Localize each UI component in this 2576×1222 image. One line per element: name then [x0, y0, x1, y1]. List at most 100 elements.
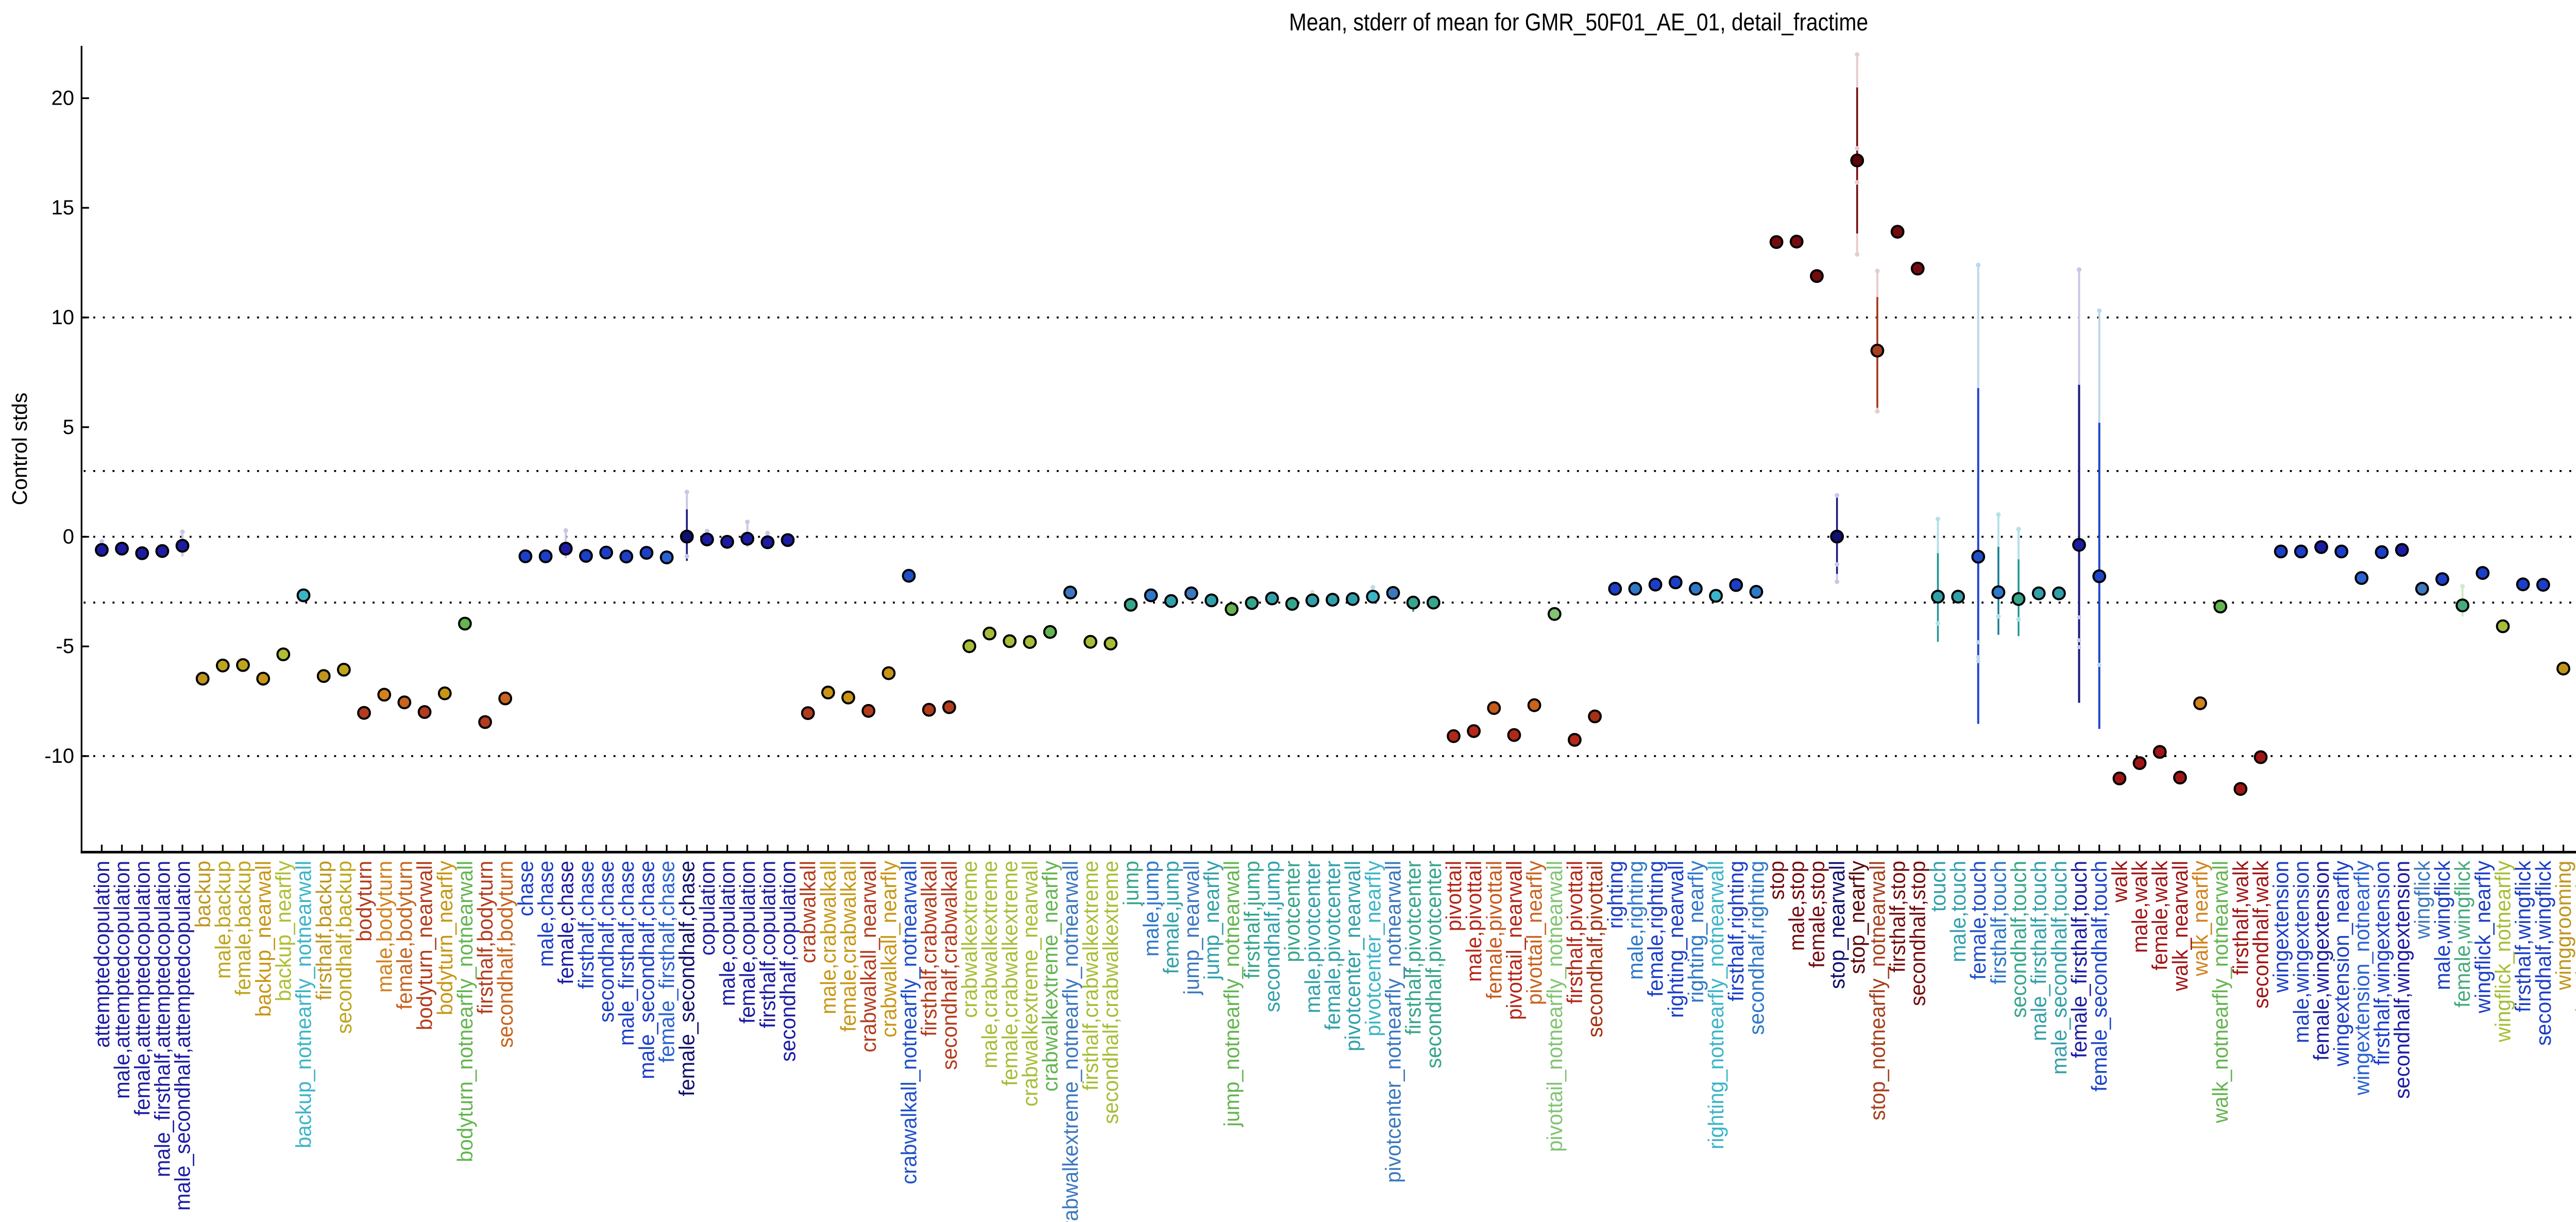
svg-text:chase: chase	[513, 861, 537, 916]
svg-text:walk_notnearfly_notnearwall: walk_notnearfly_notnearwall	[2208, 861, 2232, 1124]
svg-text:firsthalf,copulation: firsthalf,copulation	[755, 861, 779, 1028]
svg-text:female_secondhalf,touch: female_secondhalf,touch	[2087, 861, 2111, 1092]
svg-text:Mean, stderr of mean for GMR_5: Mean, stderr of mean for GMR_50F01_AE_01…	[1289, 8, 1868, 36]
svg-text:crabwalkextreme_nearwall: crabwalkextreme_nearwall	[1018, 861, 1042, 1107]
svg-text:0: 0	[63, 526, 74, 548]
svg-text:jump: jump	[1118, 861, 1143, 907]
svg-text:jump_nearwall: jump_nearwall	[1179, 861, 1204, 996]
svg-text:touch: touch	[1926, 861, 1950, 912]
svg-text:secondhalf,backup: secondhalf,backup	[332, 861, 356, 1034]
svg-text:15: 15	[52, 196, 75, 219]
svg-text:jump_nearfly: jump_nearfly	[1199, 861, 1224, 981]
svg-text:bodyturn_nearwall: bodyturn_nearwall	[413, 861, 437, 1030]
svg-text:backup_nearfly: backup_nearfly	[271, 861, 295, 1001]
svg-text:male,backup: male,backup	[211, 861, 235, 979]
svg-text:firsthalf,touch: firsthalf,touch	[1986, 861, 2010, 984]
svg-text:firsthalf,wingflick: firsthalf,wingflick	[2511, 860, 2535, 1012]
svg-text:male,wingflick: male,wingflick	[2430, 860, 2454, 990]
svg-text:backup_nearwall: backup_nearwall	[251, 861, 275, 1017]
svg-text:righting_notnearfly_notnearwal: righting_notnearfly_notnearwall	[1704, 861, 1728, 1149]
svg-text:female,copulation: female,copulation	[735, 861, 759, 1024]
svg-text:female_firsthalf,touch: female_firsthalf,touch	[2067, 861, 2091, 1058]
svg-text:backup: backup	[191, 861, 215, 928]
svg-text:secondhalf,pivottail: secondhalf,pivottail	[1583, 861, 1607, 1037]
svg-text:wingextension_nearfly: wingextension_nearfly	[2329, 861, 2353, 1067]
svg-text:jump_notnearfly_notnearwall: jump_notnearfly_notnearwall	[1219, 861, 1244, 1128]
svg-text:male_firsthalf,attemptedcopula: male_firsthalf,attemptedcopulation	[150, 861, 175, 1177]
svg-text:firsthalf,bodyturn: firsthalf,bodyturn	[473, 861, 497, 1014]
svg-text:firsthalf,pivotcenter: firsthalf,pivotcenter	[1401, 861, 1426, 1035]
svg-text:secondhalf,copulation: secondhalf,copulation	[776, 861, 800, 1062]
svg-text:bodyturn_nearfly: bodyturn_nearfly	[433, 861, 457, 1015]
svg-text:crabwalkall: crabwalkall	[796, 861, 820, 963]
svg-text:female,attemptedcopulation: female,attemptedcopulation	[130, 861, 154, 1116]
svg-text:female,righting: female,righting	[1643, 861, 1668, 997]
svg-text:female,touch: female,touch	[1966, 861, 1990, 980]
svg-text:crabwalkextreme_nearfly: crabwalkextreme_nearfly	[1038, 861, 1062, 1092]
svg-text:stop: stop	[1765, 861, 1789, 900]
svg-text:female,crabwalkextreme: female,crabwalkextreme	[997, 861, 1022, 1086]
svg-text:female,walk: female,walk	[2148, 860, 2172, 970]
svg-text:female,backup: female,backup	[231, 861, 255, 996]
svg-text:pivottail_nearfly: pivottail_nearfly	[1522, 861, 1547, 1005]
svg-text:firsthalf,backup: firsthalf,backup	[312, 861, 336, 1000]
svg-text:5: 5	[63, 416, 74, 439]
svg-text:male,wingextension: male,wingextension	[2289, 861, 2313, 1043]
svg-text:bodyturn: bodyturn	[352, 861, 376, 942]
svg-text:male,pivotcenter: male,pivotcenter	[1300, 861, 1325, 1013]
svg-text:male_secondhalf,touch: male_secondhalf,touch	[2047, 861, 2071, 1075]
svg-text:pivotcenter_nearwall: pivotcenter_nearwall	[1341, 861, 1365, 1051]
svg-text:female,stop: female,stop	[1805, 861, 1829, 968]
svg-text:copulation: copulation	[695, 861, 719, 956]
svg-text:-10: -10	[44, 745, 74, 767]
svg-text:wingflick: wingflick	[2410, 860, 2434, 940]
svg-text:righting_nearwall: righting_nearwall	[1664, 861, 1688, 1018]
svg-text:male,winggrooming: male,winggrooming	[2571, 861, 2576, 1041]
svg-text:male,pivottail: male,pivottail	[1462, 861, 1486, 982]
svg-text:stop_nearfly: stop_nearfly	[1845, 861, 1869, 974]
svg-text:secondhalf,bodyturn: secondhalf,bodyturn	[493, 861, 517, 1048]
svg-text:female,wingflick: female,wingflick	[2450, 860, 2475, 1008]
svg-text:walk: walk	[2107, 860, 2131, 903]
svg-text:secondhalf,crabwalkextreme: secondhalf,crabwalkextreme	[1098, 861, 1123, 1124]
svg-text:secondhalf,stop: secondhalf,stop	[1906, 861, 1930, 1006]
svg-text:male_secondhalf,attemptedcopul: male_secondhalf,attemptedcopulation	[171, 861, 195, 1211]
svg-text:righting_nearfly: righting_nearfly	[1684, 861, 1708, 1003]
svg-text:male,walk: male,walk	[2128, 860, 2152, 953]
svg-text:attemptedcopulation: attemptedcopulation	[90, 861, 114, 1048]
svg-text:firsthalf,walk: firsthalf,walk	[2228, 860, 2252, 975]
svg-text:male,stop: male,stop	[1785, 861, 1809, 951]
svg-text:firsthalf,crabwalkall: firsthalf,crabwalkall	[917, 861, 941, 1036]
svg-text:male,jump: male,jump	[1139, 861, 1163, 957]
svg-text:male_firsthalf,chase: male_firsthalf,chase	[614, 861, 638, 1046]
svg-text:female,jump: female,jump	[1159, 861, 1183, 974]
svg-text:male,bodyturn: male,bodyturn	[372, 861, 396, 993]
svg-text:male,chase: male,chase	[534, 861, 558, 967]
svg-text:male_firsthalf,touch: male_firsthalf,touch	[2027, 861, 2051, 1041]
svg-text:pivotcenter_notnearfly_notnear: pivotcenter_notnearfly_notnearwall	[1381, 861, 1405, 1183]
svg-text:secondhalf,walk: secondhalf,walk	[2249, 860, 2273, 1009]
svg-text:backup_notnearfly_notnearwall: backup_notnearfly_notnearwall	[292, 861, 316, 1148]
svg-text:stop_notnearfly_notnearwall: stop_notnearfly_notnearwall	[1865, 861, 1889, 1120]
svg-text:female_firsthalf,chase: female_firsthalf,chase	[655, 861, 679, 1063]
svg-text:walk_nearfly: walk_nearfly	[2188, 861, 2212, 977]
svg-text:pivottail_nearwall: pivottail_nearwall	[1502, 861, 1526, 1020]
svg-text:walk_nearwall: walk_nearwall	[2168, 861, 2192, 992]
svg-text:male_secondhalf,chase: male_secondhalf,chase	[634, 861, 658, 1079]
svg-text:10: 10	[52, 306, 75, 329]
svg-text:secondhalf,chase: secondhalf,chase	[594, 861, 618, 1023]
svg-text:secondhalf,wingflick: secondhalf,wingflick	[2531, 860, 2555, 1046]
svg-text:female,bodyturn: female,bodyturn	[392, 861, 416, 1010]
svg-text:female,crabwalkall: female,crabwalkall	[836, 861, 860, 1032]
svg-text:firsthalf,chase: firsthalf,chase	[574, 861, 598, 989]
svg-text:female,wingextension: female,wingextension	[2309, 861, 2333, 1061]
svg-text:female_secondhalf,chase: female_secondhalf,chase	[675, 861, 699, 1096]
svg-text:female,chase: female,chase	[554, 861, 578, 984]
svg-text:male,touch: male,touch	[1946, 861, 1970, 962]
svg-text:-5: -5	[56, 635, 74, 658]
svg-text:firsthalf,crabwalkextreme: firsthalf,crabwalkextreme	[1078, 861, 1103, 1091]
svg-text:20: 20	[52, 87, 75, 110]
svg-text:male,crabwalkall: male,crabwalkall	[816, 861, 840, 1014]
svg-text:male,attemptedcopulation: male,attemptedcopulation	[110, 861, 134, 1099]
svg-text:female,pivottail: female,pivottail	[1482, 861, 1506, 999]
